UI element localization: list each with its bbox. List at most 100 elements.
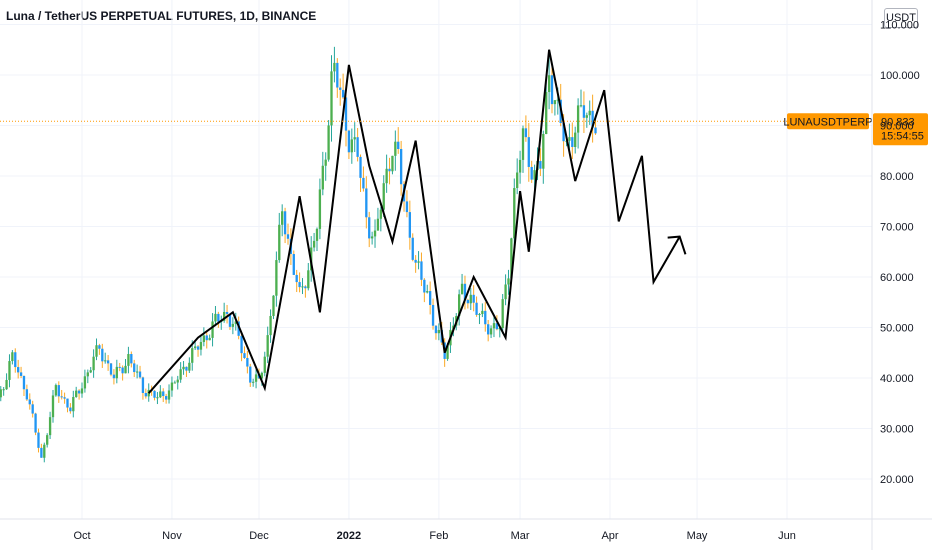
time-axis[interactable]: Oct Nov Dec 2022 Feb Mar Apr May Jun (0, 518, 932, 542)
time-tick-label: Feb (429, 530, 448, 542)
candle-body (484, 310, 487, 325)
candle-body (115, 366, 118, 379)
candle-body (199, 342, 203, 350)
candle-body (281, 211, 284, 225)
price-unit-button[interactable]: USDT (884, 8, 918, 28)
candle-body (98, 345, 101, 349)
candle-body (22, 375, 26, 390)
candle-body (466, 299, 470, 304)
time-tick-label: 2022 (337, 530, 361, 542)
candle-body (504, 284, 507, 300)
candle-body (574, 132, 577, 147)
candle-body (14, 352, 17, 368)
price-axis[interactable]: 110.000 100.000 90.000 80.000 70.000 60.000 50… (871, 0, 920, 550)
candle-body (162, 391, 165, 397)
candle-body (240, 335, 243, 354)
candle-body (83, 376, 87, 389)
candle-body (510, 238, 513, 279)
candle-body (417, 261, 420, 263)
candle-body (106, 360, 110, 364)
candle-body (196, 346, 200, 350)
candle-body (188, 362, 191, 371)
candle-body (487, 324, 490, 335)
candle-body (550, 75, 554, 105)
candle-body (144, 392, 147, 397)
candle-body (298, 282, 301, 288)
candle-body (260, 372, 264, 379)
candle-body (469, 294, 472, 304)
time-tick-label: Jun (778, 530, 796, 542)
candle-body (359, 156, 362, 178)
time-tick-label: Oct (73, 530, 90, 542)
price-tick-label: 20.000 (880, 474, 914, 486)
candle-body (223, 311, 226, 321)
candle-body (40, 447, 43, 458)
candle-body (205, 335, 208, 341)
candle-body (362, 177, 365, 189)
candle-body (28, 399, 31, 405)
candle-body (492, 323, 496, 329)
candle-body (588, 110, 591, 116)
candle-body (17, 367, 20, 373)
candle-body (60, 396, 63, 398)
candle-body (72, 396, 75, 412)
candle-body (336, 62, 339, 88)
candle-body (101, 348, 104, 362)
candle-body (533, 170, 536, 180)
candle-body (89, 370, 92, 373)
time-tick-label: May (687, 530, 708, 542)
candle-body (127, 354, 130, 366)
candle-body (185, 366, 188, 371)
historical-swing-line[interactable] (147, 49, 681, 394)
candle-body (266, 335, 269, 357)
candle-body (86, 372, 89, 377)
candle-body (321, 165, 324, 190)
candle-body (159, 391, 162, 398)
candle-body (173, 382, 176, 384)
candle-body (553, 100, 557, 105)
candle-body (191, 348, 194, 363)
candle-body (585, 115, 588, 118)
candle-body (591, 110, 594, 128)
candle-body (228, 314, 232, 327)
candle-body (507, 278, 510, 285)
candle-body (356, 137, 359, 157)
candle-body (527, 137, 530, 167)
candle-body (179, 369, 182, 380)
candle-body (153, 390, 156, 398)
price-tick-label: 80.000 (880, 171, 914, 183)
current-price-line: LUNAUSDTPERP 90.833 15:54:55 (0, 113, 928, 146)
candle-body (370, 236, 374, 239)
candle-body (524, 128, 528, 138)
candle-body (193, 346, 197, 349)
candle-body (376, 218, 380, 231)
candle-body (545, 92, 548, 134)
candle-body (516, 172, 519, 189)
candle-body (2, 389, 5, 391)
candle-body (562, 122, 565, 142)
candle-body (431, 304, 435, 326)
candle-body (80, 388, 84, 394)
price-tick-label: 50.000 (880, 323, 914, 335)
candle-body (295, 274, 298, 283)
candle-body (542, 133, 545, 169)
candle-body (458, 294, 461, 317)
candle-body (481, 310, 484, 315)
candle-body (249, 366, 252, 383)
candle-body (411, 237, 414, 260)
candle-body (489, 328, 493, 335)
candle-body (344, 97, 348, 131)
candle-body (324, 159, 327, 166)
symbol-tag-label: LUNAUSDTPERP (783, 116, 872, 128)
candle-body (170, 382, 174, 391)
candle-body (365, 188, 368, 218)
candle-body (428, 291, 432, 305)
candle-body (463, 283, 467, 300)
candle-body (405, 201, 409, 213)
candle-body (382, 183, 385, 210)
candle-body (594, 127, 597, 134)
candle-body (318, 189, 322, 229)
candle-body (34, 413, 37, 433)
candle-body (579, 105, 583, 107)
